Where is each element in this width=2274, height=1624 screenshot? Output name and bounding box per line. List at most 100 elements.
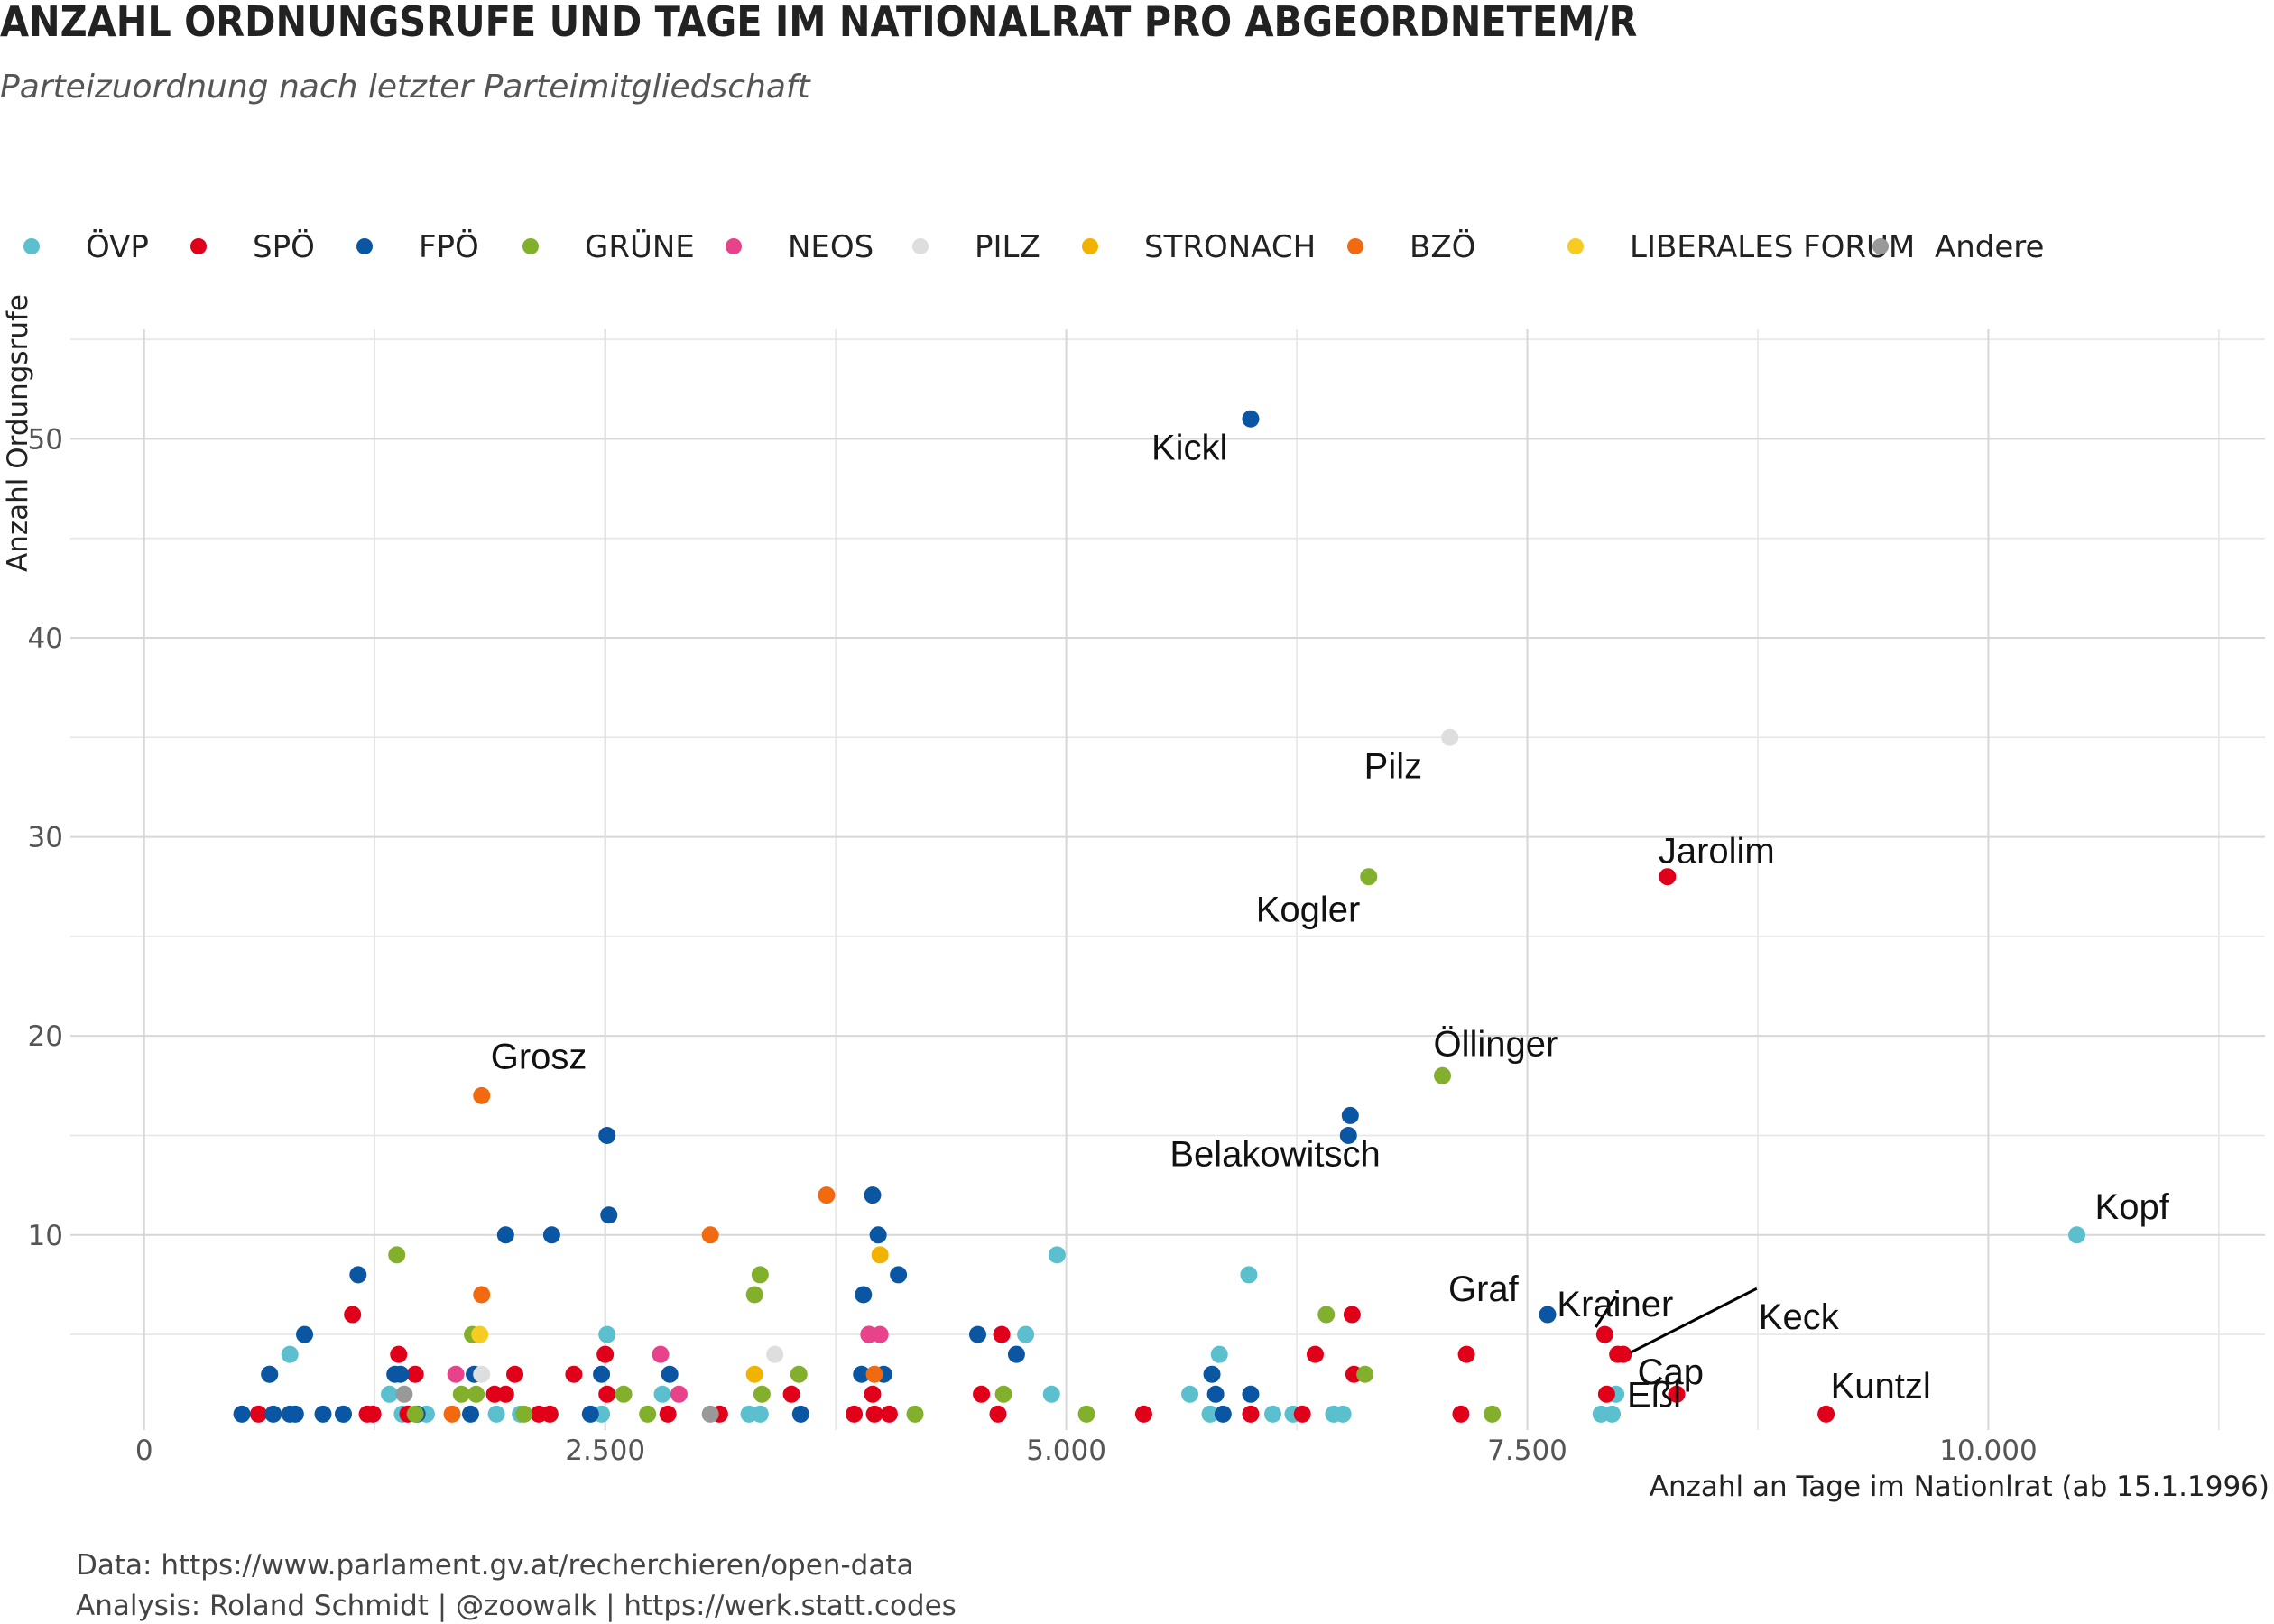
data-point [1597,1385,1615,1403]
data-point [639,1405,657,1423]
data-point [652,1345,670,1363]
chart-subtitle: Parteizuordnung nach letzter Parteimitgl… [0,69,812,106]
point-label: Kickl [1151,428,1227,467]
data-point [653,1385,671,1403]
data-point [871,1246,889,1264]
x-tick-label: 0 [135,1435,153,1467]
data-point [565,1365,583,1383]
legend-label: NEOS [788,229,874,265]
legend-label: SPÖ [253,228,315,265]
data-point [1339,1126,1357,1144]
data-point [515,1405,533,1423]
legend-marker [1567,238,1584,254]
data-point [344,1306,362,1324]
legend-marker [356,238,373,254]
data-point [296,1325,314,1343]
data-point [473,1286,491,1304]
point-label: Graf [1448,1269,1520,1309]
data-point [871,1325,889,1343]
data-point [745,1286,763,1304]
data-point [853,1365,871,1383]
point-label: Kogler [1256,890,1361,930]
data-point [790,1365,808,1383]
data-point [1539,1306,1557,1324]
data-point [973,1385,991,1403]
point-label: Grosz [491,1037,587,1076]
data-point [994,1385,1012,1403]
data-point [906,1405,924,1423]
data-point [1293,1405,1311,1423]
data-point [846,1405,864,1423]
point-label: Krainer [1557,1285,1673,1324]
data-point [395,1385,413,1403]
chart-title: ANZAHL ORDNUNGSRUFE UND TAGE IM NATIONAL… [0,0,1637,46]
legend-label: ÖVP [86,228,149,265]
y-tick-label: 10 [28,1220,63,1252]
data-point [1240,1266,1258,1284]
data-point [1181,1385,1199,1403]
data-point [1614,1345,1632,1363]
data-point [1007,1345,1025,1363]
legend-marker [1082,238,1098,254]
data-point [1457,1345,1475,1363]
data-point [1077,1405,1095,1423]
point-label: Belakowitsch [1169,1134,1380,1174]
legend-marker [726,238,742,254]
data-point [670,1385,688,1403]
y-tick-label: 40 [28,623,63,655]
y-tick-label: 30 [28,822,63,854]
data-point [1242,1405,1260,1423]
data-point [1214,1405,1232,1423]
data-point [989,1405,1007,1423]
legend-label: PILZ [975,229,1040,265]
data-point [791,1405,809,1423]
data-point [1484,1405,1502,1423]
point-label: Öllinger [1434,1024,1558,1064]
data-point [598,1325,616,1343]
data-point [1595,1325,1613,1343]
data-point [865,1365,883,1383]
data-point [542,1226,560,1244]
legend-label: BZÖ [1410,228,1475,265]
legend-marker [912,238,929,254]
data-point [473,1086,491,1104]
data-point [506,1365,524,1383]
legend-label: STRONACH [1144,229,1316,265]
data-point [596,1345,615,1363]
data-point [751,1266,769,1284]
data-point [1817,1405,1835,1423]
data-point [864,1385,882,1403]
data-point [745,1365,763,1383]
data-point [1263,1405,1281,1423]
grid [70,329,2265,1430]
legend-label: LIBERALES FORUM [1630,229,1915,265]
legend: ÖVP SPÖ FPÖ GRÜNE NEOS PILZ STRONACH BZÖ LIBERAL… [23,228,2044,265]
x-tick-label: 10.000 [1939,1435,2037,1467]
data-point [593,1365,611,1383]
legend-label: GRÜNE [585,228,695,265]
point-label: Cap [1638,1352,1704,1392]
data-point [1206,1385,1225,1403]
data-point [1452,1405,1470,1423]
data-point [452,1385,470,1403]
data-point [701,1226,719,1244]
data-point [753,1385,771,1403]
data-point [890,1266,908,1284]
x-tick-label: 2.500 [565,1435,645,1467]
data-point [1356,1365,1374,1383]
data-point [766,1345,784,1363]
data-point [2068,1226,2086,1244]
data-point [1317,1306,1336,1324]
data-point [334,1405,352,1423]
caption-data-source: Data: https://www.parlament.gv.at/recher… [76,1549,913,1582]
data-point [390,1345,408,1363]
data-point [281,1345,299,1363]
legend-marker [190,238,207,254]
caption-analysis: Analysis: Roland Schmidt | @zoowalk | ht… [76,1590,957,1622]
data-point [1242,1385,1260,1403]
legend-marker [1872,238,1889,254]
data-point [1434,1066,1452,1084]
data-point [496,1226,514,1244]
data-point [541,1405,559,1423]
